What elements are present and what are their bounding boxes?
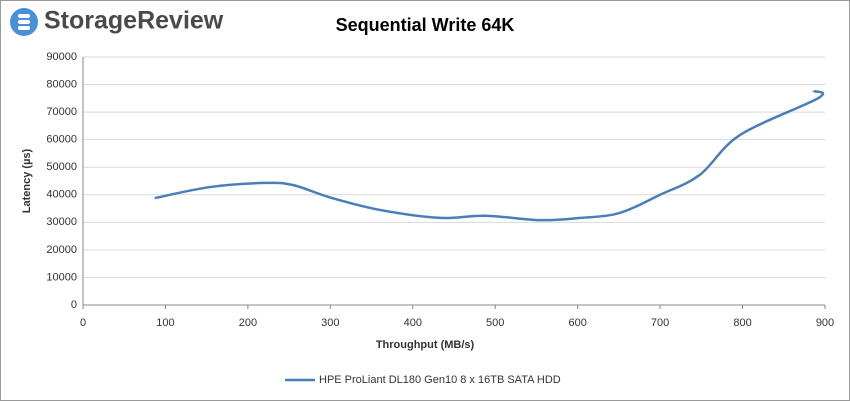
chart-title: Sequential Write 64K [336,15,515,35]
y-tick-label: 90000 [46,51,77,63]
legend-label: HPE ProLiant DL180 Gen10 8 x 16TB SATA H… [319,374,561,386]
y-tick-label: 60000 [46,134,77,146]
x-tick-label: 700 [651,317,669,329]
logo-text: StorageReview [44,7,224,35]
x-tick-label: 900 [816,317,834,329]
y-tick-label: 70000 [46,106,77,118]
y-tick-label: 80000 [46,78,77,90]
y-tick-label: 30000 [46,216,77,228]
logo-icon-part [18,26,30,30]
logo: StorageReview [10,7,224,36]
y-tick-label: 0 [71,299,77,311]
logo-icon-part [18,14,30,18]
x-tick-label: 500 [486,317,504,329]
x-tick-label: 600 [568,317,586,329]
y-tick-label: 10000 [46,271,77,283]
y-tick-label: 40000 [46,189,77,201]
x-tick-label: 0 [80,317,86,329]
x-tick-label: 800 [733,317,751,329]
series-line [154,89,825,222]
x-tick-label: 300 [321,317,339,329]
y-tick-label: 20000 [46,244,77,256]
x-tick-label: 400 [404,317,422,329]
y-axis-label: Latency (µs) [21,148,33,213]
x-axis-label: Throughput (MB/s) [376,339,475,351]
y-tick-label: 50000 [46,161,77,173]
logo-icon-part [18,20,30,24]
x-tick-label: 200 [239,317,257,329]
x-tick-label: 100 [156,317,174,329]
